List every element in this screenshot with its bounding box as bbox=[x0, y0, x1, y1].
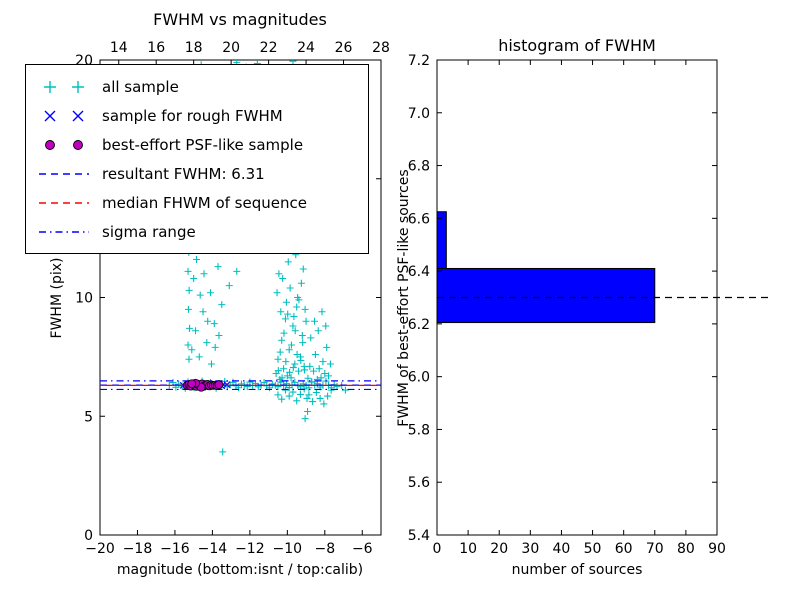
legend-label-all-sample: all sample bbox=[102, 77, 179, 96]
tick-label: 10 bbox=[75, 291, 93, 307]
right-yaxis-label: FWHM of best-effort PSF-like sources bbox=[396, 169, 412, 427]
left-xaxis-label: magnitude (bottom:isnt / top:calib) bbox=[116, 562, 364, 578]
tick-label: 30 bbox=[521, 541, 539, 557]
tick-label: −18 bbox=[123, 541, 153, 557]
plus-marker-glyph bbox=[44, 80, 84, 93]
red-dashed-line-icon bbox=[36, 193, 92, 213]
tick-label: 5 bbox=[84, 409, 93, 425]
tick-label: 7.0 bbox=[408, 106, 430, 122]
tick-label: 5.8 bbox=[408, 422, 430, 438]
tick-label: −16 bbox=[160, 541, 190, 557]
circle-marker-glyph bbox=[45, 139, 55, 150]
tick-label: 16 bbox=[147, 40, 165, 56]
tick-label: 28 bbox=[372, 40, 390, 56]
dashdot-line-icon bbox=[36, 222, 92, 242]
tick-label: 40 bbox=[553, 541, 571, 557]
tick-label: 6.4 bbox=[408, 264, 430, 280]
right-plot-frame bbox=[436, 59, 718, 536]
left-yaxis-label: FWHM (pix) bbox=[49, 257, 65, 339]
tick-label: 50 bbox=[584, 541, 602, 557]
legend-item-rough-fwhm: sample for rough FWHM bbox=[36, 101, 358, 130]
tick-label: 24 bbox=[297, 40, 315, 56]
tick-label: 22 bbox=[260, 40, 278, 56]
legend-label-psf-sample: best-effort PSF-like sample bbox=[102, 135, 304, 154]
tick-label: 6.8 bbox=[408, 159, 430, 175]
legend-item-sigma-range: sigma range bbox=[36, 217, 358, 246]
legend-item-median-fwhm: median FHWM of sequence bbox=[36, 188, 358, 217]
legend-item-all-sample: all sample bbox=[36, 72, 358, 101]
tick-label: 80 bbox=[677, 541, 695, 557]
circle-marker-icon bbox=[36, 135, 92, 155]
histogram-bar bbox=[436, 211, 447, 269]
legend-label-resultant-fwhm: resultant FWHM: 6.31 bbox=[102, 164, 265, 183]
tick-label: 6.2 bbox=[408, 317, 430, 333]
tick-label: −6 bbox=[352, 541, 373, 557]
x-marker-glyph bbox=[44, 110, 84, 121]
blue-dashed-line-icon bbox=[36, 164, 92, 184]
legend-label-median-fwhm: median FHWM of sequence bbox=[102, 193, 307, 212]
right-plot-ticks bbox=[436, 59, 718, 536]
tick-label: 6.0 bbox=[408, 370, 430, 386]
legend-label-rough-fwhm: sample for rough FWHM bbox=[102, 106, 283, 125]
tick-label: −14 bbox=[198, 541, 228, 557]
plus-marker-icon bbox=[36, 77, 92, 97]
tick-label: 0 bbox=[84, 528, 93, 544]
tick-label: 6.6 bbox=[408, 211, 430, 227]
tick-label: 20 bbox=[490, 541, 508, 557]
legend-item-resultant-fwhm: resultant FWHM: 6.31 bbox=[36, 159, 358, 188]
scatter-psf-like-sample bbox=[182, 378, 224, 392]
tick-label: 60 bbox=[615, 541, 633, 557]
right-xaxis-label: number of sources bbox=[511, 562, 643, 578]
circle-marker-glyph bbox=[73, 139, 83, 150]
legend-item-psf-sample: best-effort PSF-like sample bbox=[36, 130, 358, 159]
tick-label: 10 bbox=[459, 541, 477, 557]
tick-label: 70 bbox=[646, 541, 664, 557]
legend-label-sigma-range: sigma range bbox=[102, 222, 196, 241]
tick-label: 14 bbox=[110, 40, 128, 56]
tick-label: 26 bbox=[335, 40, 353, 56]
legend: all sample sample for rough FWHM best-ef… bbox=[25, 64, 369, 254]
tick-label: 18 bbox=[185, 40, 203, 56]
tick-label: −20 bbox=[85, 541, 115, 557]
tick-label: 5.6 bbox=[408, 475, 430, 491]
tick-label: −12 bbox=[235, 541, 265, 557]
tick-label: 5.4 bbox=[408, 528, 430, 544]
tick-label: −10 bbox=[273, 541, 303, 557]
x-marker-icon bbox=[36, 106, 92, 126]
tick-label: 90 bbox=[708, 541, 726, 557]
tick-label: 20 bbox=[222, 40, 240, 56]
left-plot-title: FWHM vs magnitudes bbox=[153, 10, 327, 29]
right-plot-title: histogram of FWHM bbox=[498, 36, 656, 55]
tick-label: 0 bbox=[433, 541, 442, 557]
tick-label: 7.2 bbox=[408, 53, 430, 69]
tick-label: −8 bbox=[314, 541, 335, 557]
histogram-bar bbox=[436, 267, 656, 324]
